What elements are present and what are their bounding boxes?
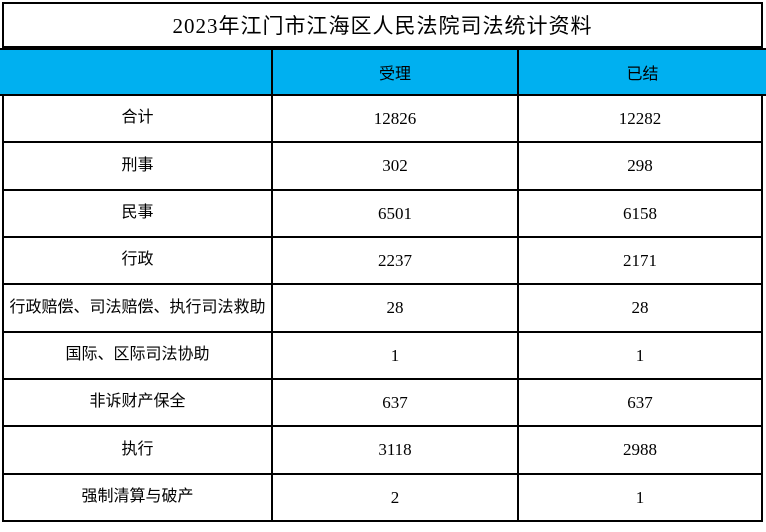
accepted-cell: 28 [273, 285, 519, 331]
category-cell: 行政 [4, 237, 273, 284]
table-title: 2023年江门市江海区人民法院司法统计资料 [2, 2, 763, 48]
concluded-cell: 2988 [623, 440, 657, 460]
category-cell: 非诉财产保全 [4, 379, 273, 426]
table-row: 强制清算与破产 2 1 [4, 474, 761, 522]
accepted-cell: 637 [273, 379, 519, 426]
table-row: 非诉财产保全 637 637 [4, 379, 761, 428]
concluded-cell: 1 [635, 487, 645, 507]
accepted-cell: 302 [273, 143, 519, 189]
table-body: 合计 12826 12282 刑事 302 298 民事 6501 6158 行… [2, 96, 763, 522]
concluded-cell: 2171 [623, 250, 657, 270]
accepted-cell: 6501 [273, 190, 519, 236]
header-cell-category [4, 50, 273, 94]
table-row: 合计 12826 12282 [4, 96, 761, 144]
concluded-cell: 12282 [618, 108, 662, 128]
table-row: 行政 2237 2171 [4, 237, 761, 286]
table-row: 民事 6501 6158 [4, 190, 761, 238]
category-cell: 民事 [4, 190, 273, 236]
table-row: 行政赔偿、司法赔偿、执行司法救助 28 28 [4, 285, 761, 333]
concluded-cell: 1 [635, 345, 645, 365]
accepted-cell: 1 [273, 332, 519, 378]
concluded-cell: 298 [627, 156, 653, 176]
category-cell: 执行 [4, 427, 273, 473]
accepted-cell: 12826 [273, 96, 519, 142]
concluded-cell: 6158 [623, 203, 657, 223]
category-cell: 合计 [4, 96, 273, 142]
table-row: 刑事 302 298 [4, 143, 761, 191]
category-cell: 强制清算与破产 [4, 474, 273, 520]
accepted-cell: 2237 [273, 237, 519, 284]
category-cell: 国际、区际司法协助 [4, 332, 273, 378]
table-row: 国际、区际司法协助 1 1 [4, 332, 761, 380]
category-cell: 刑事 [4, 143, 273, 189]
concluded-cell: 637 [627, 392, 653, 412]
table-header-row: 受理 已结 [0, 48, 766, 96]
concluded-cell: 28 [631, 298, 649, 318]
category-cell: 行政赔偿、司法赔偿、执行司法救助 [4, 285, 273, 331]
accepted-cell: 3118 [273, 427, 519, 473]
accepted-cell: 2 [273, 474, 519, 520]
table-row: 执行 3118 2988 [4, 427, 761, 475]
header-cell-concluded: 已结 [626, 66, 659, 83]
header-cell-accepted: 受理 [273, 50, 519, 94]
